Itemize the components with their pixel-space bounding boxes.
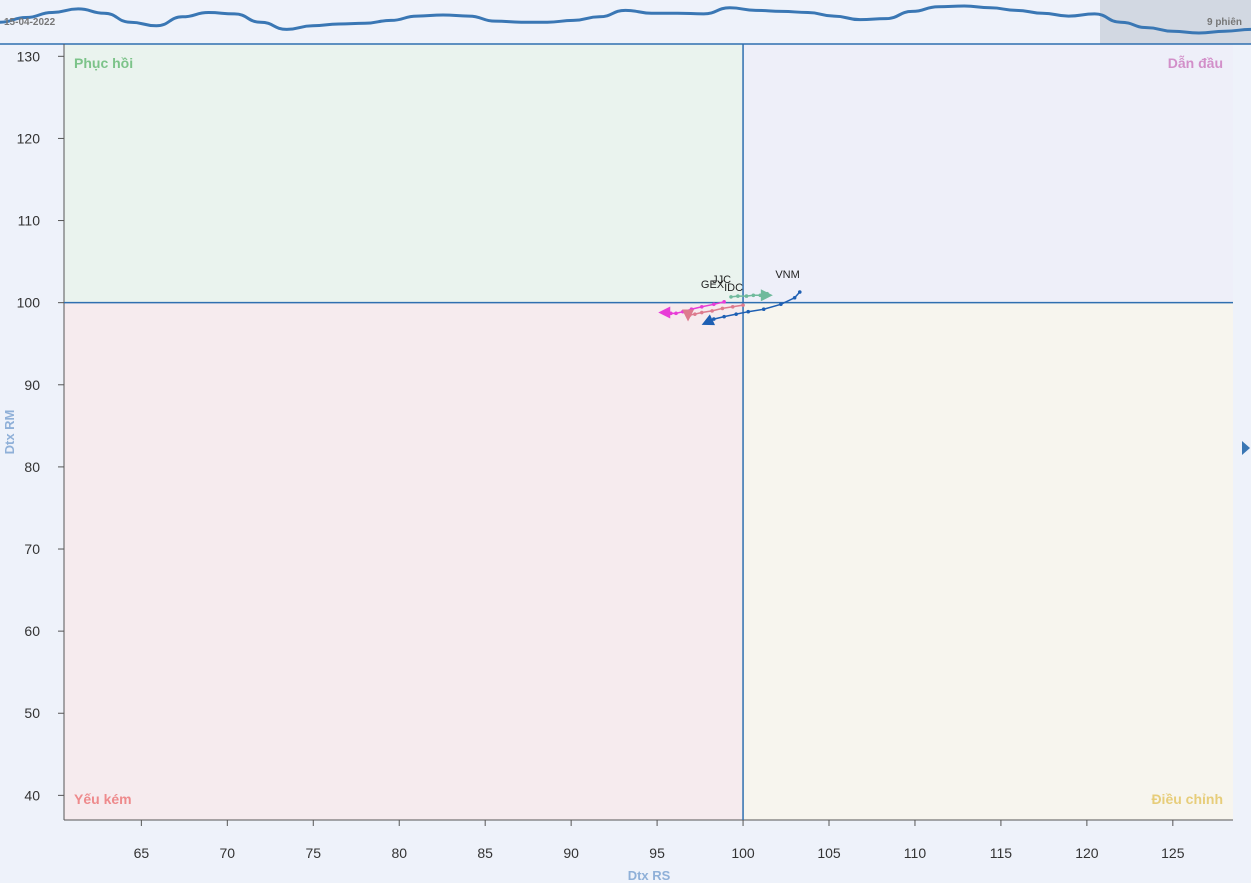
- series-point-gex[interactable]: [722, 300, 726, 304]
- plot-area: Phục hồi Dẫn đầu Yếu kém Điều chỉnh: [0, 43, 1251, 821]
- series-point-vnm[interactable]: [722, 314, 726, 319]
- y-axis-ticks: 40 50 60 70 80 90 100 110 120 130: [17, 48, 64, 803]
- x-tick-label: 90: [563, 845, 579, 861]
- y-tick-label: 90: [24, 377, 40, 393]
- series-point-jjc[interactable]: [736, 294, 740, 298]
- series-point-gex[interactable]: [674, 311, 678, 316]
- quadrant-lagging: [64, 302, 744, 821]
- y-tick-label: 40: [24, 787, 40, 803]
- series-point-gex[interactable]: [712, 302, 716, 307]
- x-axis-ticks: 65 70 75 80 85 90 95 100 105 110 115 120 125: [134, 820, 1185, 861]
- x-tick-label: 70: [220, 845, 236, 861]
- series-idc[interactable]: IDC: [682, 282, 745, 322]
- quadrant-weakening: [743, 302, 1233, 821]
- series-label-gex: GEX: [701, 279, 725, 291]
- y-tick-label: 70: [24, 541, 40, 557]
- triangle-right-icon[interactable]: [1242, 441, 1250, 455]
- series-point-vnm[interactable]: [779, 302, 783, 307]
- series-label-jjc: JJC: [712, 274, 731, 286]
- x-tick-label: 85: [477, 845, 493, 861]
- series-jjc[interactable]: JJC: [712, 274, 773, 302]
- quadrant-label-recovering: Phục hồi: [74, 55, 133, 71]
- navigator-line: [0, 4, 1251, 35]
- x-tick-label: 100: [731, 845, 755, 861]
- navigator-session-label: 9 phiên: [1207, 17, 1242, 28]
- navigator[interactable]: 15-04-2022 9 phiên: [0, 0, 1251, 44]
- y-tick-label: 130: [17, 48, 41, 64]
- series-point-vnm[interactable]: [734, 312, 738, 316]
- quadrant-recovering: [64, 44, 744, 303]
- x-tick-label: 65: [134, 845, 150, 861]
- quadrant-leading: [743, 44, 1233, 303]
- series-point-vnm[interactable]: [797, 290, 802, 294]
- series-point-vnm[interactable]: [746, 309, 751, 314]
- x-tick-label: 105: [817, 845, 841, 861]
- x-tick-label: 80: [391, 845, 407, 861]
- y-tick-label: 120: [17, 130, 41, 146]
- x-tick-label: 95: [649, 845, 665, 861]
- y-axis-title: Dtx RM: [2, 410, 17, 455]
- series-point-gex[interactable]: [699, 304, 704, 309]
- series-point-vnm[interactable]: [712, 317, 716, 321]
- series-point-vnm[interactable]: [792, 295, 797, 300]
- x-tick-label: 125: [1161, 845, 1185, 861]
- series-head-jjc[interactable]: [760, 289, 773, 302]
- x-tick-label: 115: [990, 845, 1013, 861]
- x-tick-label: 120: [1075, 845, 1099, 861]
- x-tick-label: 110: [904, 845, 927, 861]
- series-point-idc[interactable]: [693, 312, 697, 316]
- series-point-idc[interactable]: [710, 309, 714, 313]
- series-point-idc[interactable]: [699, 310, 704, 315]
- y-tick-label: 60: [24, 623, 40, 639]
- quadrant-label-weakening: Điều chỉnh: [1151, 791, 1223, 807]
- series-point-jjc[interactable]: [751, 293, 756, 298]
- y-tick-label: 50: [24, 705, 40, 721]
- x-axis-title: Dtx RS: [628, 868, 671, 883]
- navigator-background: [0, 0, 1251, 44]
- navigator-date-label: 15-04-2022: [4, 17, 56, 28]
- series-point-idc[interactable]: [730, 304, 735, 309]
- y-tick-label: 80: [24, 459, 40, 475]
- series-point-vnm[interactable]: [761, 307, 766, 312]
- series-label-vnm: VNM: [775, 269, 799, 281]
- series-head-gex[interactable]: [658, 306, 671, 319]
- series-point-idc[interactable]: [741, 303, 745, 307]
- y-tick-label: 110: [18, 213, 41, 229]
- quadrant-label-leading: Dẫn đầu: [1168, 55, 1223, 71]
- quadrant-label-lagging: Yếu kém: [74, 791, 132, 807]
- series-point-jjc[interactable]: [744, 294, 749, 298]
- series-head-idc[interactable]: [682, 309, 695, 322]
- series-head-vnm[interactable]: [701, 314, 716, 326]
- y-tick-label: 100: [17, 295, 41, 311]
- series-point-idc[interactable]: [720, 306, 725, 311]
- x-tick-label: 75: [305, 845, 321, 861]
- series-point-jjc[interactable]: [729, 295, 733, 299]
- series-label-idc: IDC: [724, 282, 743, 294]
- series-vnm[interactable]: VNM: [701, 269, 802, 326]
